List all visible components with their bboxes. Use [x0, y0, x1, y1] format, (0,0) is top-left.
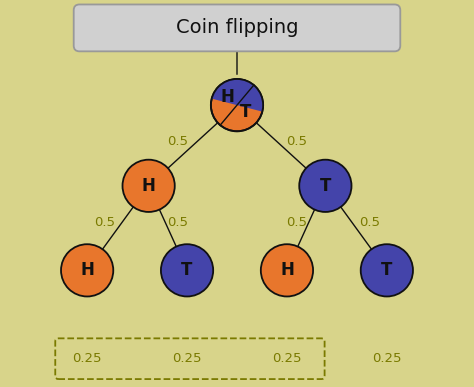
Text: T: T: [319, 177, 331, 195]
Text: T: T: [240, 103, 251, 122]
Text: H: H: [80, 261, 94, 279]
Text: H: H: [280, 261, 294, 279]
Circle shape: [361, 244, 413, 296]
Text: 0.5: 0.5: [286, 135, 307, 148]
Circle shape: [261, 244, 313, 296]
Circle shape: [299, 160, 352, 212]
Text: 0.25: 0.25: [73, 352, 102, 365]
Text: T: T: [381, 261, 392, 279]
Text: 0.25: 0.25: [173, 352, 202, 365]
FancyBboxPatch shape: [73, 5, 401, 51]
Text: 0.25: 0.25: [272, 352, 301, 365]
Circle shape: [161, 244, 213, 296]
Text: 0.5: 0.5: [94, 216, 115, 229]
Circle shape: [122, 160, 175, 212]
Text: H: H: [221, 88, 235, 106]
Text: 0.5: 0.5: [359, 216, 380, 229]
Text: 0.25: 0.25: [372, 352, 401, 365]
Circle shape: [211, 79, 263, 131]
Text: H: H: [142, 177, 155, 195]
Text: T: T: [182, 261, 193, 279]
Text: 0.5: 0.5: [286, 216, 307, 229]
Text: 0.5: 0.5: [167, 135, 188, 148]
Text: Coin flipping: Coin flipping: [176, 19, 298, 38]
Text: 0.5: 0.5: [167, 216, 188, 229]
PathPatch shape: [212, 79, 263, 111]
Circle shape: [61, 244, 113, 296]
